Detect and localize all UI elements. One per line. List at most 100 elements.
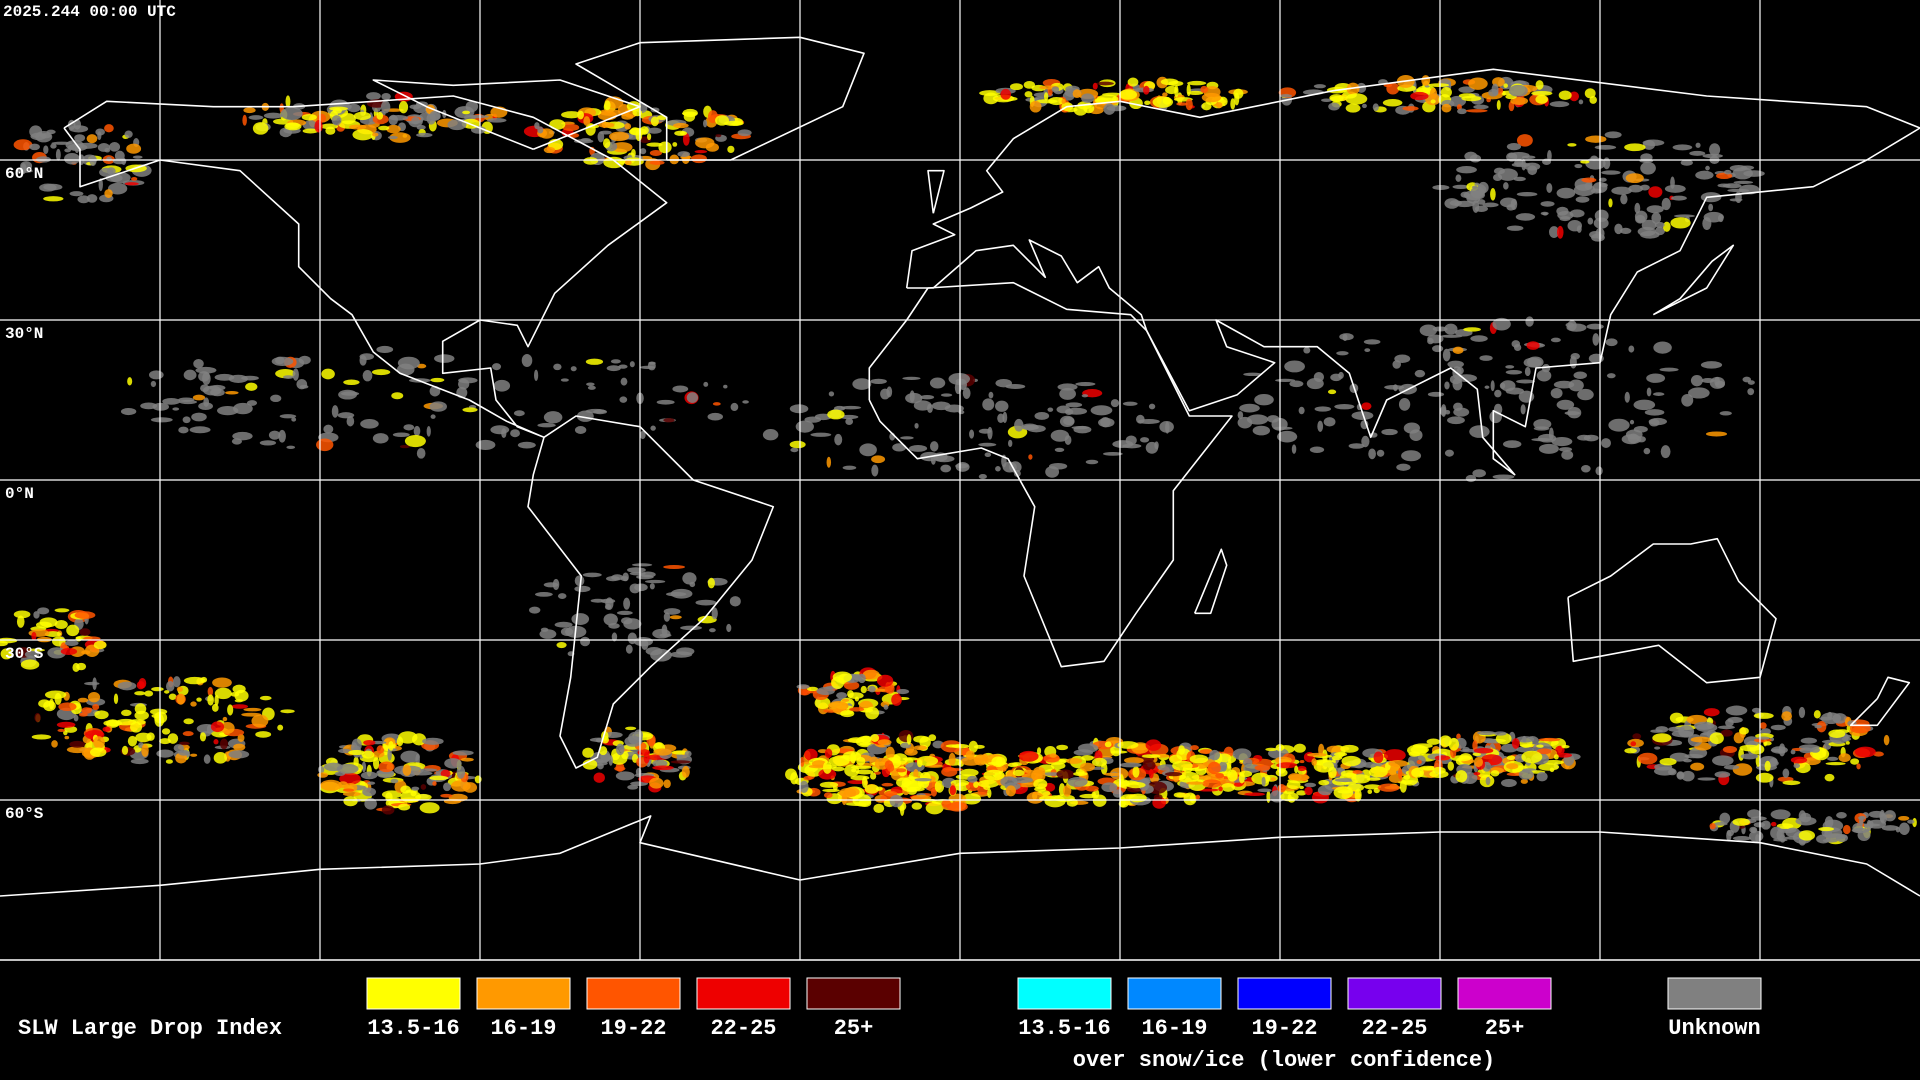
cloud-patch [338, 748, 352, 754]
legend-swatch [586, 977, 681, 1010]
cloud-patch [1154, 441, 1159, 450]
cloud-patch [1592, 333, 1600, 346]
cloud-patch [1311, 758, 1317, 766]
cloud-patch [1838, 753, 1851, 763]
cloud-patch [1081, 755, 1094, 761]
cloud-patch [1810, 747, 1820, 753]
cloud-patch [650, 425, 656, 431]
cloud-patch [925, 801, 944, 815]
cloud-patch [1304, 786, 1313, 796]
cloud-patch [1348, 443, 1365, 449]
legend-label: Unknown [1668, 1016, 1760, 1041]
cloud-patch [349, 124, 367, 130]
cloud-patch [1119, 762, 1142, 768]
cloud-patch [1761, 820, 1771, 830]
cloud-patch [376, 745, 385, 754]
cloud-patch [585, 123, 596, 136]
legend-label: 19-22 [1251, 1016, 1317, 1041]
cloud-patch [663, 565, 686, 569]
cloud-patch [1284, 360, 1305, 373]
cloud-patch [1140, 437, 1150, 443]
cloud-patch [703, 119, 708, 128]
graticule [0, 0, 1920, 960]
cloud-patch [599, 746, 608, 756]
cloud-patch [131, 177, 138, 181]
cloud-patch [371, 369, 391, 376]
cloud-patch [1725, 705, 1748, 716]
cloud-patch [1313, 84, 1326, 89]
cloud-patch [1634, 210, 1648, 223]
cloud-patch [1659, 367, 1679, 372]
cloud-patch [649, 777, 664, 789]
cloud-patch [1669, 712, 1684, 724]
cloud-patch [1484, 385, 1490, 389]
cloud-patch [1674, 214, 1695, 218]
cloud-patch [179, 399, 197, 405]
cloud-patch [416, 124, 426, 130]
cloud-patch [1664, 184, 1686, 193]
cloud-patch [1898, 815, 1910, 821]
cloud-patch [189, 426, 211, 434]
cloud-patch [362, 787, 377, 797]
cloud-patch [152, 402, 170, 411]
cloud-patch [173, 744, 184, 753]
cloud-patch [884, 790, 898, 796]
cloud-patch [691, 154, 707, 164]
cloud-patch [419, 802, 440, 814]
cloud-patch [1463, 327, 1481, 332]
cloud-patch [1289, 380, 1304, 388]
cloud-patch [847, 737, 865, 744]
cloud-patch [804, 748, 818, 761]
cloud-patch [74, 134, 86, 142]
cloud-patch [211, 703, 219, 712]
cloud-patch [198, 402, 213, 411]
cloud-patch [609, 131, 630, 142]
cloud-patch [234, 699, 244, 703]
cloud-patch [443, 782, 452, 792]
cloud-patch [69, 740, 86, 748]
cloud-patch [1267, 415, 1280, 423]
cloud-patch [1195, 794, 1201, 800]
cloud-patch [624, 160, 632, 166]
cloud-patch [397, 356, 420, 370]
cloud-patch [1297, 765, 1307, 772]
cloud-patch [338, 781, 348, 789]
cloud-patch [561, 111, 582, 119]
cloud-patch [870, 772, 877, 780]
cloud-patch [47, 647, 67, 659]
cloud-patch [670, 760, 691, 764]
cloud-patch [259, 695, 272, 701]
cloud-patch [1671, 730, 1694, 738]
cloud-patch [828, 700, 849, 712]
cloud-patch [1632, 733, 1642, 740]
cloud-patch [280, 709, 295, 714]
cloud-patch [1232, 748, 1252, 761]
coastline [1193, 548, 1228, 615]
cloud-patch [1072, 89, 1082, 98]
cloud-patch [1555, 752, 1573, 758]
cloud-patch [1471, 185, 1478, 189]
cloud-patch [1294, 765, 1299, 774]
cloud-patch [380, 100, 391, 114]
cloud-patch [1141, 754, 1161, 759]
cloud-patch [95, 128, 105, 136]
cloud-patch [429, 110, 441, 121]
coastline [927, 169, 945, 214]
cloud-patch [1714, 380, 1725, 388]
cloud-patch [43, 183, 63, 191]
cloud-patch [66, 624, 80, 637]
cloud-patch [81, 707, 92, 714]
cloud-patch [1012, 769, 1025, 777]
cloud-patch [392, 432, 410, 438]
cloud-patch [1524, 366, 1531, 377]
cloud-patch [510, 429, 520, 438]
cloud-patch [1630, 741, 1637, 747]
cloud-patch [1690, 762, 1705, 771]
cloud-patch [902, 757, 919, 761]
cloud-patch [1117, 741, 1139, 749]
cloud-patch [1825, 762, 1846, 766]
cloud-patch [1511, 738, 1520, 749]
cloud-patch [729, 596, 741, 607]
cloud-patch [1148, 768, 1154, 779]
cloud-patch [403, 424, 415, 431]
